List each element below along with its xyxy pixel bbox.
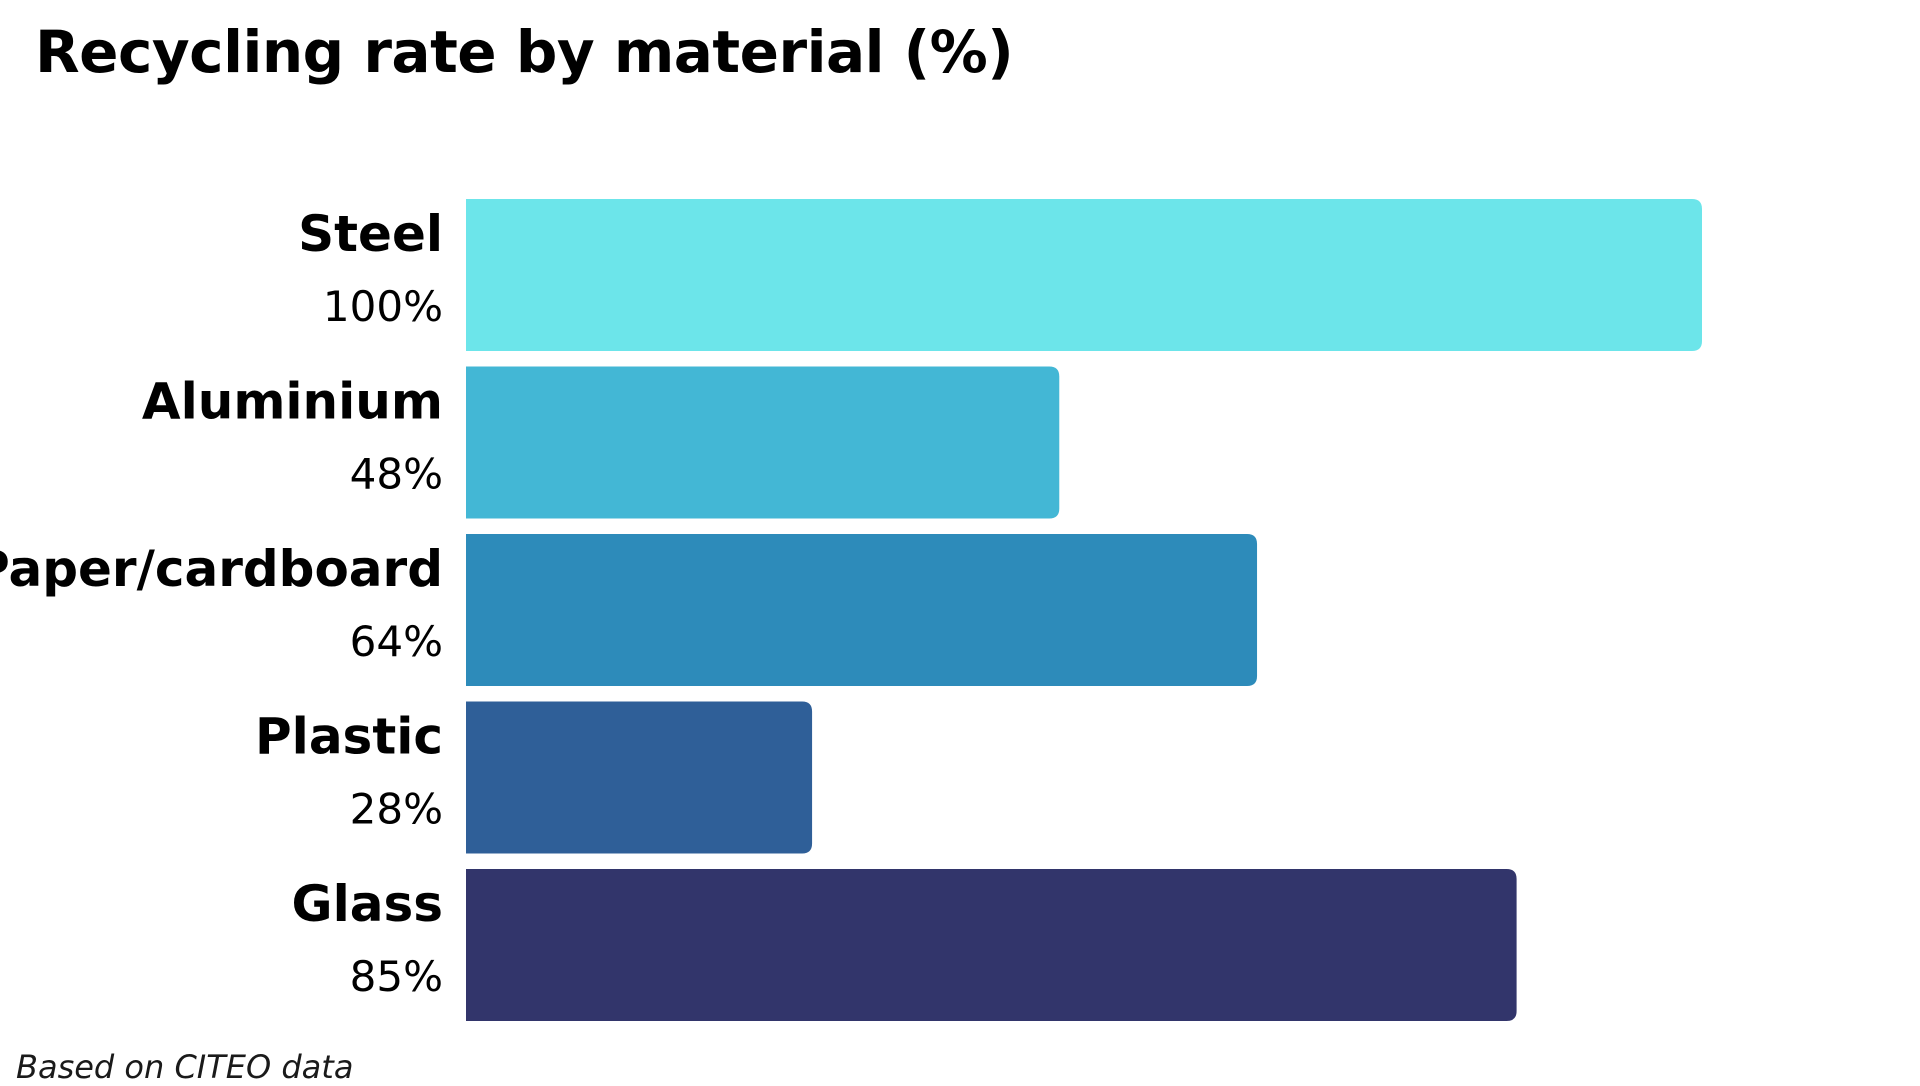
category-label-steel: Steel — [298, 205, 443, 263]
value-label-steel: 100% — [323, 282, 443, 331]
chart-title: Recycling rate by material (%) — [35, 18, 1014, 86]
bar-plastic — [466, 701, 813, 854]
value-label-aluminium: 48% — [350, 450, 443, 499]
bar-glass — [466, 869, 1517, 1021]
value-label-glass: 85% — [350, 952, 443, 1001]
bar-paper-cardboard — [466, 534, 1258, 686]
bar-aluminium — [466, 366, 1060, 519]
value-label-paper-cardboard: 64% — [350, 617, 443, 666]
source-note: Based on CITEO data — [16, 1048, 354, 1086]
category-label-aluminium: Aluminium — [142, 373, 443, 431]
bar-steel — [466, 199, 1702, 351]
category-label-glass: Glass — [292, 875, 443, 933]
value-label-plastic: 28% — [350, 785, 443, 834]
category-label-plastic: Plastic — [255, 708, 443, 766]
category-label-paper-cardboard: Paper/cardboard — [0, 540, 443, 598]
